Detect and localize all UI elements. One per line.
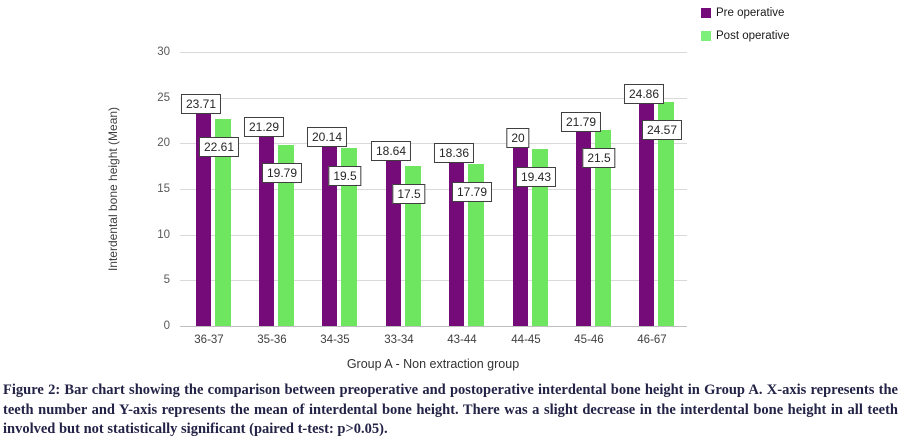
y-tick-label: 30 — [157, 46, 170, 58]
bar-pre-operative — [513, 143, 528, 326]
data-label-post: 19.79 — [261, 163, 303, 183]
bar-pre-operative — [386, 156, 401, 326]
bar-post-operative — [658, 102, 674, 326]
x-tick-label: 46-67 — [637, 334, 667, 346]
data-label-pre: 21.29 — [243, 117, 285, 137]
x-tick-label: 36-37 — [194, 334, 224, 346]
gridline — [180, 280, 687, 281]
y-axis-title: Interdental bone height (Mean) — [106, 106, 120, 272]
y-tick-label: 5 — [163, 274, 170, 287]
y-tick-label: 25 — [157, 91, 170, 104]
x-tick-label: 33-34 — [384, 334, 414, 346]
chart-legend: Pre operative Post operative — [701, 6, 790, 52]
bar-pre-operative — [639, 99, 654, 326]
x-axis-line — [180, 326, 687, 327]
bar-post-operative — [532, 149, 548, 326]
bar-pre-operative — [196, 109, 211, 326]
y-tick-label: 10 — [157, 228, 170, 241]
data-label-post: 19.5 — [328, 166, 362, 186]
legend-item: Pre operative — [701, 6, 790, 20]
data-label-pre: 20 — [506, 128, 530, 148]
gridline — [180, 143, 687, 144]
data-label-pre: 20.14 — [306, 127, 348, 147]
legend-swatch-icon — [701, 31, 711, 41]
y-tick-label: 0 — [163, 320, 170, 332]
y-tick-label: 15 — [157, 183, 170, 195]
legend-label: Post operative — [716, 30, 790, 42]
data-label-post: 21.5 — [582, 148, 616, 168]
data-label-post: 22.61 — [198, 137, 240, 157]
bar-pre-operative — [576, 127, 591, 326]
legend-swatch-icon — [701, 8, 711, 18]
x-tick-label: 45-46 — [574, 334, 604, 346]
bar-post-operative — [341, 148, 357, 326]
data-label-pre: 21.79 — [560, 112, 602, 132]
data-label-post: 19.43 — [515, 167, 557, 187]
bar-post-operative — [278, 145, 294, 326]
data-label-post: 24.57 — [641, 120, 683, 140]
legend-label: Pre operative — [716, 7, 785, 19]
bar-pre-operative — [322, 142, 337, 326]
gridline — [180, 189, 687, 190]
bar-post-operative — [215, 119, 231, 326]
bar-pre-operative — [259, 132, 274, 326]
bar-post-operative — [405, 166, 421, 326]
gridline — [180, 52, 687, 53]
data-label-post: 17.5 — [392, 184, 426, 204]
x-tick-label: 34-35 — [320, 334, 350, 346]
data-label-pre: 24.86 — [623, 84, 665, 104]
data-label-pre: 18.36 — [433, 143, 475, 163]
gridline — [180, 235, 687, 236]
data-label-pre: 18.64 — [370, 141, 412, 161]
bar-post-operative — [468, 164, 484, 326]
bar-chart: 0 5 10 15 20 25 30 23.71 22.61 36-37 21.29 19.79 35-… — [157, 46, 687, 346]
figure-caption: Figure 2: Bar chart showing the comparis… — [3, 382, 898, 437]
data-label-post: 17.79 — [451, 182, 493, 202]
y-tick-label: 20 — [157, 137, 170, 150]
x-tick-label: 44-45 — [511, 334, 541, 346]
legend-item: Post operative — [701, 29, 790, 43]
x-tick-label: 43-44 — [447, 334, 477, 346]
x-axis-title: Group A - Non extraction group — [346, 357, 520, 371]
data-label-pre: 23.71 — [180, 94, 222, 114]
bar-post-operative — [595, 130, 611, 326]
x-tick-label: 35-36 — [257, 334, 287, 346]
gridline — [180, 98, 687, 99]
